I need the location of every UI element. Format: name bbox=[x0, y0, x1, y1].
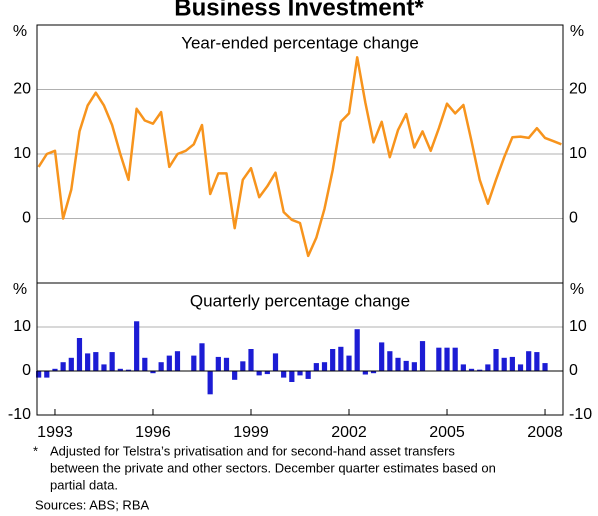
bar bbox=[60, 362, 66, 371]
y-tick-label: 10 bbox=[13, 318, 31, 335]
footnote: between the private and other sectors. D… bbox=[50, 460, 496, 475]
bar bbox=[125, 369, 132, 371]
bar bbox=[191, 355, 197, 371]
bar bbox=[338, 346, 344, 371]
bar bbox=[281, 371, 287, 378]
y-unit-left: % bbox=[13, 281, 27, 298]
bar bbox=[395, 357, 401, 371]
bar bbox=[346, 355, 352, 371]
bar bbox=[109, 352, 115, 371]
y-tick-label-right: 10 bbox=[569, 318, 587, 335]
footnote: Adjusted for Telstra’s privatisation and… bbox=[50, 443, 455, 458]
y-tick-label-right: 20 bbox=[569, 81, 587, 98]
x-tick-label: 1993 bbox=[37, 424, 73, 441]
bar bbox=[256, 371, 262, 376]
bar bbox=[354, 329, 360, 371]
bar bbox=[93, 352, 99, 371]
y-tick-label: 0 bbox=[22, 210, 31, 227]
bar bbox=[501, 357, 507, 371]
line-series bbox=[37, 56, 562, 258]
bar bbox=[321, 362, 328, 371]
bar bbox=[134, 321, 140, 371]
plot-frame bbox=[36, 282, 564, 416]
sources: Sources: ABS; RBA bbox=[35, 497, 149, 512]
y-tick-label-right: -10 bbox=[569, 406, 592, 423]
bar bbox=[248, 349, 254, 371]
y-tick-label: -10 bbox=[8, 406, 31, 423]
bar bbox=[223, 357, 230, 371]
bar bbox=[36, 371, 42, 378]
y-tick-label: 20 bbox=[13, 81, 31, 98]
bar bbox=[493, 349, 499, 371]
bar bbox=[387, 351, 393, 371]
bar bbox=[485, 364, 491, 371]
chart-title: Business Investment* bbox=[174, 0, 424, 21]
bar bbox=[264, 371, 270, 375]
footnote: partial data. bbox=[50, 477, 118, 492]
bar bbox=[232, 371, 238, 380]
y-tick-label-right: 0 bbox=[569, 210, 578, 227]
y-unit-left: % bbox=[13, 23, 27, 40]
footnote-marker: * bbox=[33, 443, 38, 458]
bar bbox=[517, 364, 524, 371]
bar bbox=[150, 371, 156, 374]
bar bbox=[419, 341, 426, 371]
bar bbox=[44, 371, 50, 378]
bar bbox=[101, 364, 107, 371]
x-tick-label: 2008 bbox=[527, 424, 563, 441]
bar bbox=[542, 363, 548, 371]
subtitle: Quarterly percentage change bbox=[190, 291, 410, 310]
x-tick-label: 2002 bbox=[331, 424, 367, 441]
bar bbox=[199, 343, 205, 371]
y-tick-label-right: 10 bbox=[569, 145, 587, 162]
bar bbox=[534, 352, 540, 371]
bar bbox=[117, 368, 123, 371]
bar bbox=[403, 360, 409, 371]
bar bbox=[444, 347, 450, 371]
bar bbox=[379, 342, 385, 371]
bar bbox=[240, 361, 246, 371]
bar bbox=[52, 368, 58, 371]
bar bbox=[330, 349, 336, 371]
bar bbox=[313, 363, 319, 371]
bar bbox=[207, 371, 213, 395]
bar bbox=[362, 371, 368, 375]
bar bbox=[509, 356, 515, 371]
bar bbox=[85, 353, 91, 371]
y-tick-label-right: 0 bbox=[569, 362, 578, 379]
x-tick-label: 1996 bbox=[135, 424, 171, 441]
bar bbox=[468, 368, 475, 371]
x-tick-label: 1999 bbox=[233, 424, 269, 441]
bar bbox=[158, 362, 164, 371]
bar bbox=[460, 364, 466, 371]
bar bbox=[411, 362, 417, 371]
bar bbox=[142, 357, 148, 371]
bar bbox=[215, 356, 221, 371]
bar bbox=[297, 371, 303, 376]
bar bbox=[289, 371, 295, 382]
y-unit-right: % bbox=[570, 281, 584, 298]
bar bbox=[436, 347, 442, 371]
bar bbox=[477, 369, 483, 371]
bar bbox=[166, 355, 172, 371]
bar bbox=[68, 357, 74, 371]
bar bbox=[526, 351, 532, 371]
bar bbox=[272, 353, 279, 371]
subtitle: Year-ended percentage change bbox=[181, 33, 419, 52]
y-tick-label: 0 bbox=[22, 362, 31, 379]
bar bbox=[305, 371, 311, 379]
bar bbox=[174, 351, 181, 371]
y-unit-right: % bbox=[570, 23, 584, 40]
bar bbox=[76, 338, 83, 371]
bar bbox=[452, 347, 458, 371]
bar bbox=[370, 371, 377, 374]
y-tick-label: 10 bbox=[13, 145, 31, 162]
x-tick-label: 2005 bbox=[429, 424, 465, 441]
